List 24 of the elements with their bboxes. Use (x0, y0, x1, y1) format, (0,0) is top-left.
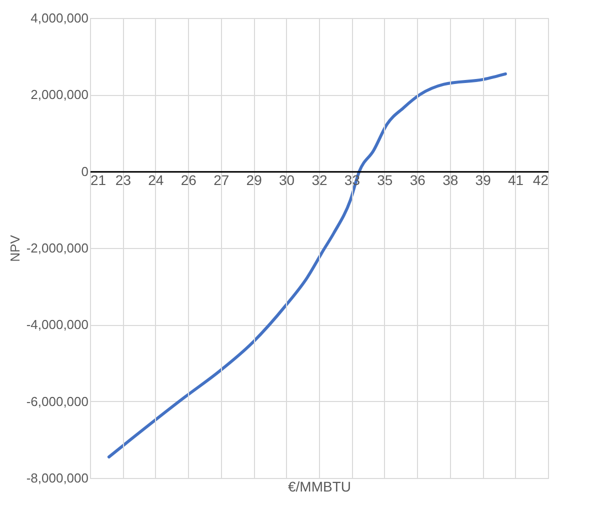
x-tick-label: 26 (180, 172, 197, 188)
x-tick-label: 21 (90, 172, 106, 188)
x-tick-label: 23 (115, 172, 132, 188)
x-tick-label: 38 (442, 172, 458, 188)
y-tick-label: 2,000,000 (30, 87, 88, 102)
y-tick-label: -2,000,000 (26, 240, 88, 256)
x-tick-label: 39 (475, 172, 492, 188)
x-tick-label: 29 (246, 172, 262, 188)
x-tick-label: 27 (214, 172, 230, 188)
y-tick-label: -6,000,000 (26, 394, 88, 409)
y-axis-title: NPV (7, 234, 22, 262)
x-tick-label: 30 (278, 172, 295, 188)
x-tick-label: 42 (532, 172, 549, 188)
y-tick-label: -4,000,000 (26, 317, 88, 332)
x-axis-title: €/MMBTU (288, 478, 351, 494)
x-tick-label: 36 (410, 172, 426, 188)
line-series (107, 72, 507, 458)
x-tick-label: 24 (148, 172, 164, 188)
y-tick-label: 0 (81, 164, 88, 179)
y-tick-label: 4,000,000 (30, 10, 88, 26)
y-tick-label: -8,000,000 (26, 470, 88, 486)
x-tick-label: 35 (377, 172, 393, 188)
x-tick-label: 32 (312, 172, 328, 188)
x-tick-label: 41 (508, 172, 524, 188)
